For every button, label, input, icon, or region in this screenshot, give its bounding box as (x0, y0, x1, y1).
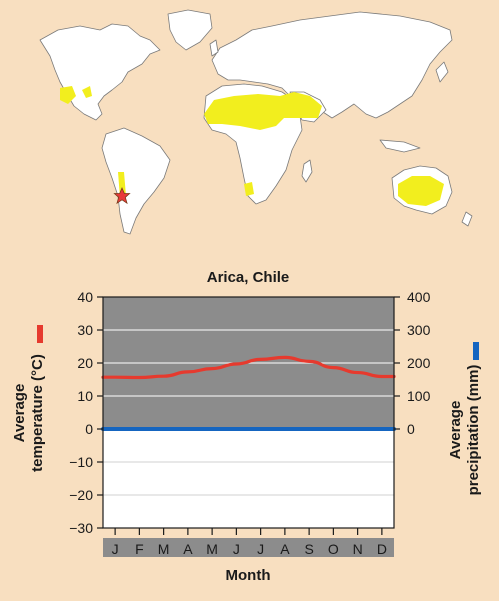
new-zealand-landmass (461, 211, 473, 227)
x-tick-label-5: J (233, 541, 240, 557)
x-tick-label-0: J (112, 541, 119, 557)
left-tick-label-5: 20 (77, 355, 93, 371)
left-tick-label-0: −30 (69, 520, 93, 536)
x-tick-label-4: M (206, 541, 218, 557)
right-y-axis: 0 100 200 300 400 (394, 289, 431, 437)
desert-north-america (60, 86, 76, 104)
north-america-landmass (39, 23, 161, 121)
desert-regions (60, 86, 444, 206)
right-tick-label-0: 0 (407, 421, 415, 437)
x-tick-label-6: J (257, 541, 264, 557)
desert-atacama (118, 172, 126, 198)
chart-title: Arica, Chile (207, 269, 290, 286)
x-tick-label-1: F (135, 541, 144, 557)
desert-kalahari (244, 182, 254, 196)
left-tick-label-4: 10 (77, 388, 93, 404)
left-tick-label-6: 30 (77, 322, 93, 338)
location-marker (113, 186, 131, 205)
plot-frame (102, 296, 395, 529)
plot-area (103, 297, 394, 528)
x-axis-label: Month (226, 567, 271, 584)
x-tick-label-11: D (377, 541, 387, 557)
desert-sahara-arabia (204, 92, 322, 130)
right-tick-label-1: 100 (407, 388, 431, 404)
left-axis-label-line2: temperature (°C) (29, 354, 46, 472)
x-tick-label-10: N (353, 541, 363, 557)
japan-landmass (435, 61, 449, 83)
x-tick-label-2: M (158, 541, 170, 557)
right-axis-label: Average precipitation (mm) (447, 365, 482, 496)
left-tick-label-3: 0 (85, 421, 93, 437)
right-axis-label-line2: precipitation (mm) (465, 365, 482, 496)
temperature-legend-swatch (37, 325, 43, 343)
month-strip (103, 538, 394, 557)
right-tick-label-3: 300 (407, 322, 431, 338)
x-tick-label-8: S (304, 541, 313, 557)
british-isles-landmass (209, 39, 219, 57)
plot-area-below-zero (103, 429, 394, 528)
star-icon (113, 186, 131, 205)
right-tick-label-4: 400 (407, 289, 431, 305)
desert-mexico (82, 86, 92, 98)
left-axis-label-line1: Average (11, 384, 28, 443)
precipitation-legend-swatch (473, 342, 479, 360)
x-tick-label-3: A (183, 541, 193, 557)
madagascar-landmass (301, 159, 313, 183)
left-axis-label: Average temperature (°C) (11, 354, 46, 472)
x-tick-label-7: A (280, 541, 290, 557)
south-america-landmass (101, 127, 171, 235)
temperature-series-line (101, 355, 396, 380)
series-layer (101, 355, 396, 432)
eurasia-landmass (211, 11, 453, 119)
left-tick-label-7: 40 (77, 289, 93, 305)
x-tick-label-9: O (328, 541, 339, 557)
left-tick-label-2: −10 (69, 454, 93, 470)
right-axis-label-line1: Average (447, 401, 464, 460)
desert-australia (398, 176, 444, 206)
grid-lines (103, 329, 394, 496)
indonesia-landmass (379, 139, 421, 153)
right-tick-label-2: 200 (407, 355, 431, 371)
left-y-axis: −30 −20 −10 0 10 20 30 40 (69, 289, 395, 536)
left-tick-label-1: −20 (69, 487, 93, 503)
greenland-landmass (167, 9, 213, 51)
